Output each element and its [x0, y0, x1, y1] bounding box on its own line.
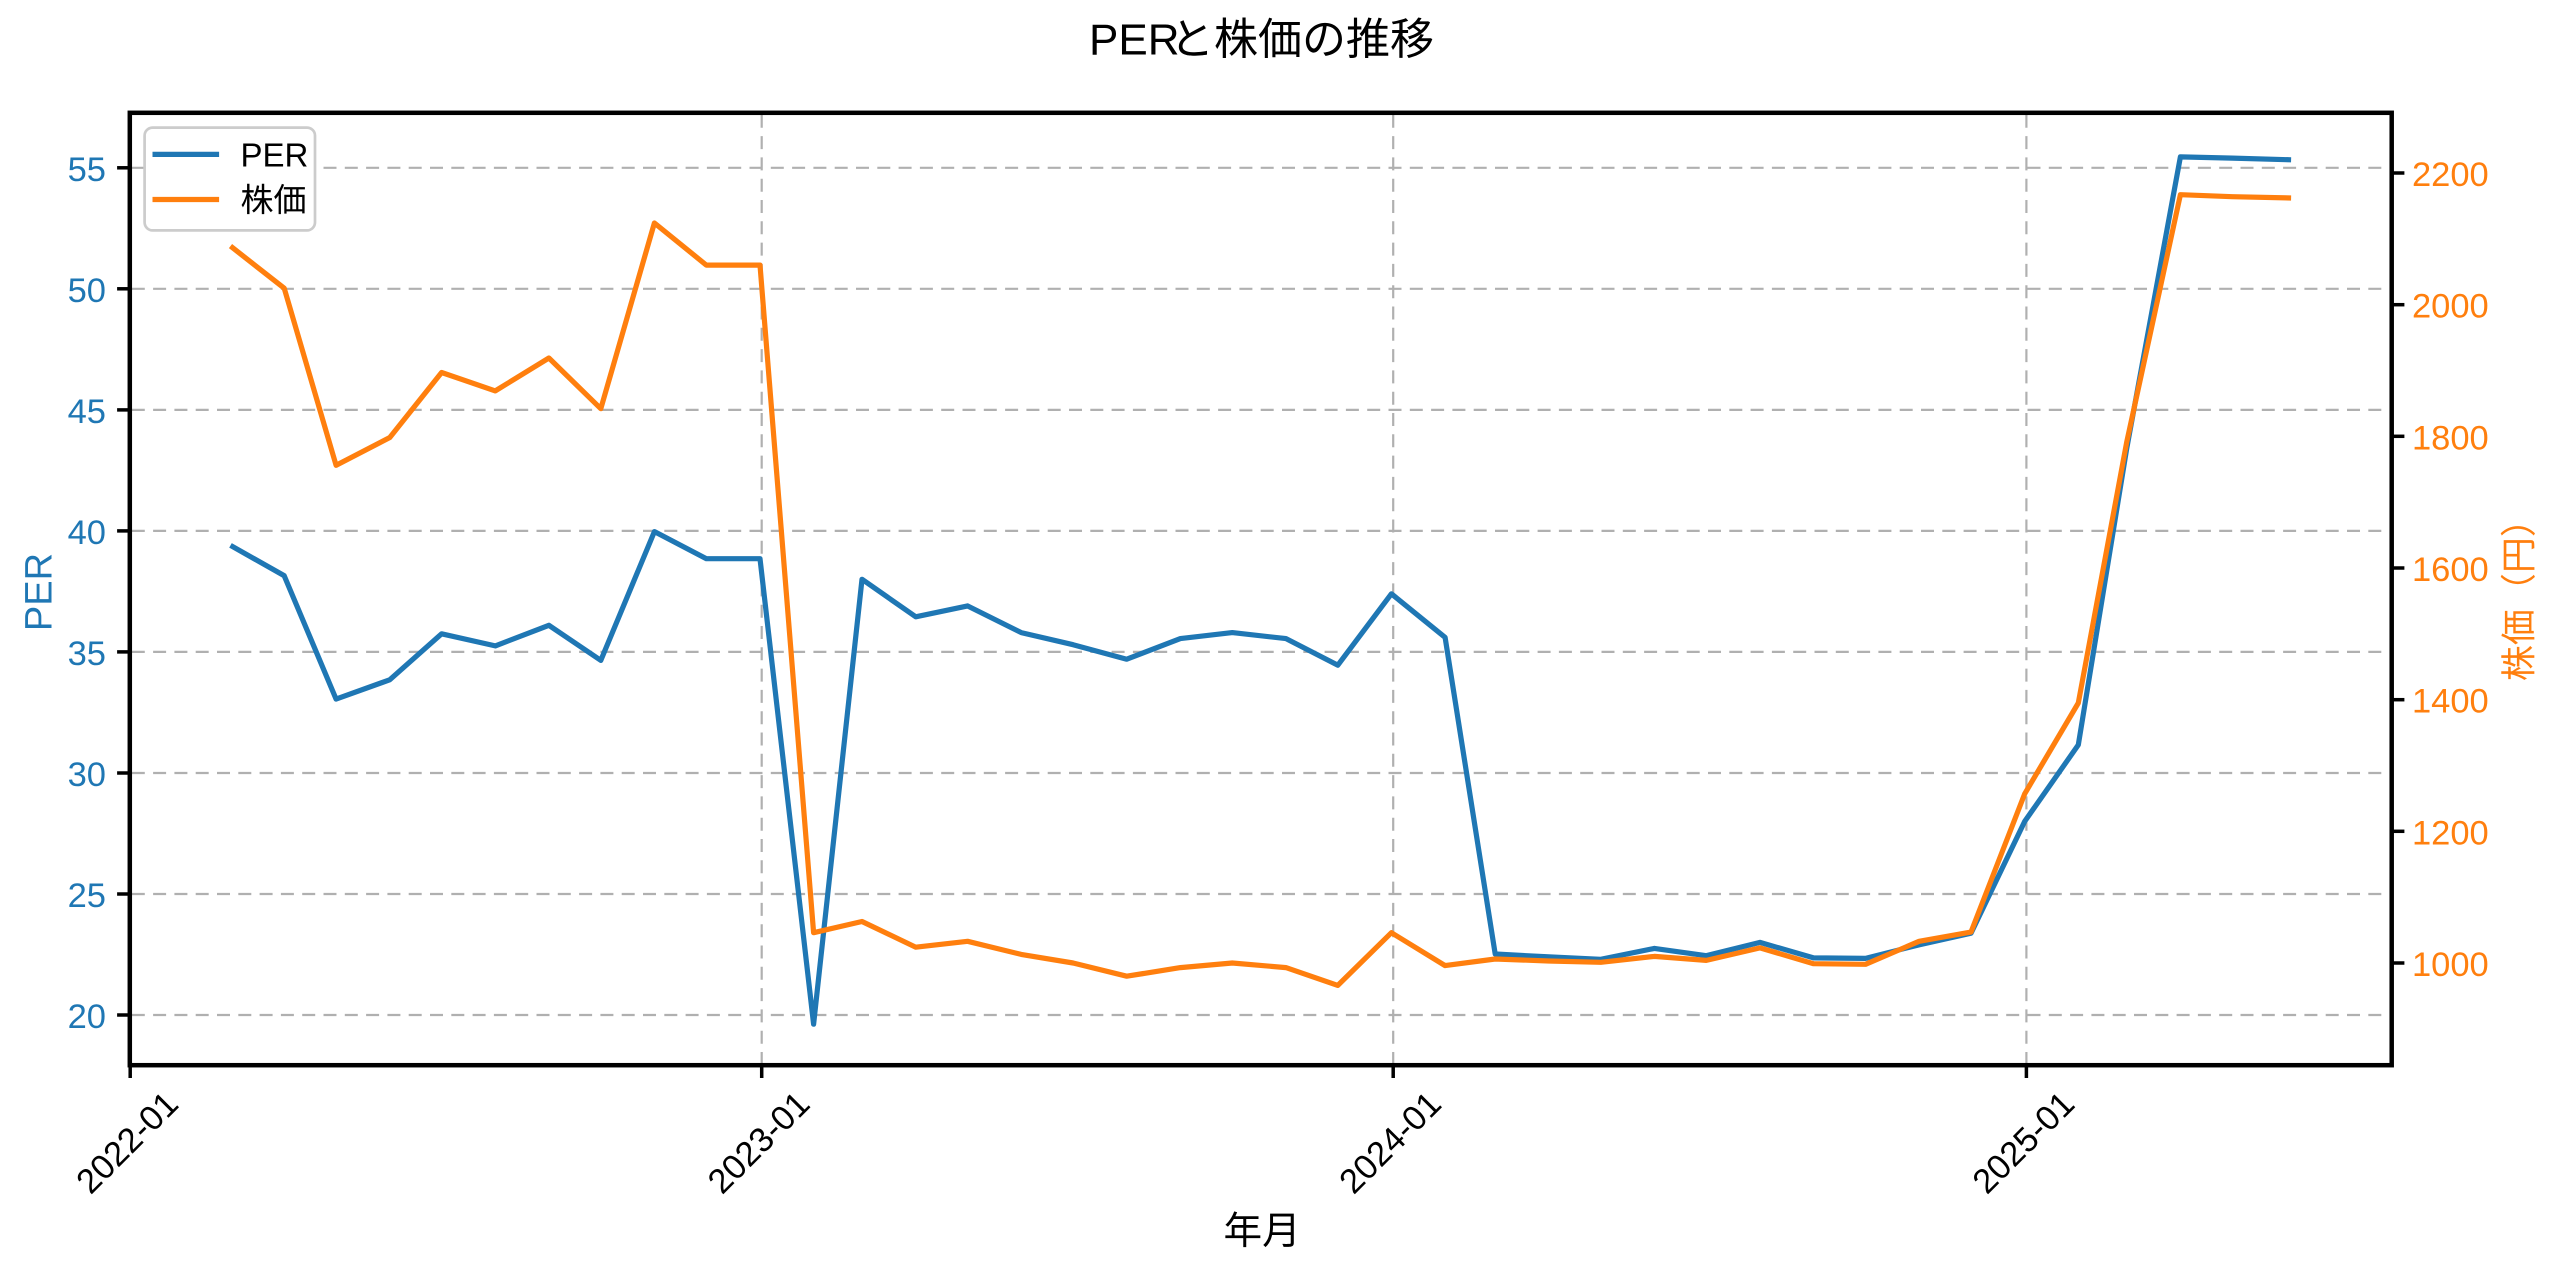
svg-text:20: 20: [68, 998, 106, 1036]
svg-text:1400: 1400: [2412, 683, 2489, 721]
svg-text:PER: PER: [1089, 16, 1179, 65]
svg-text:PER: PER: [19, 553, 61, 631]
svg-text:PER: PER: [241, 137, 309, 174]
svg-text:2200: 2200: [2412, 156, 2489, 194]
svg-text:1200: 1200: [2412, 814, 2489, 852]
svg-text:1600: 1600: [2412, 551, 2489, 589]
svg-text:50: 50: [68, 272, 106, 310]
svg-text:35: 35: [68, 635, 106, 673]
svg-text:55: 55: [68, 151, 106, 189]
svg-text:30: 30: [68, 756, 106, 794]
svg-text:25: 25: [68, 877, 106, 915]
svg-text:1000: 1000: [2412, 946, 2489, 984]
svg-text:1800: 1800: [2412, 419, 2489, 457]
svg-text:40: 40: [68, 514, 106, 552]
svg-text:45: 45: [68, 393, 106, 431]
svg-text:2000: 2000: [2412, 288, 2489, 326]
